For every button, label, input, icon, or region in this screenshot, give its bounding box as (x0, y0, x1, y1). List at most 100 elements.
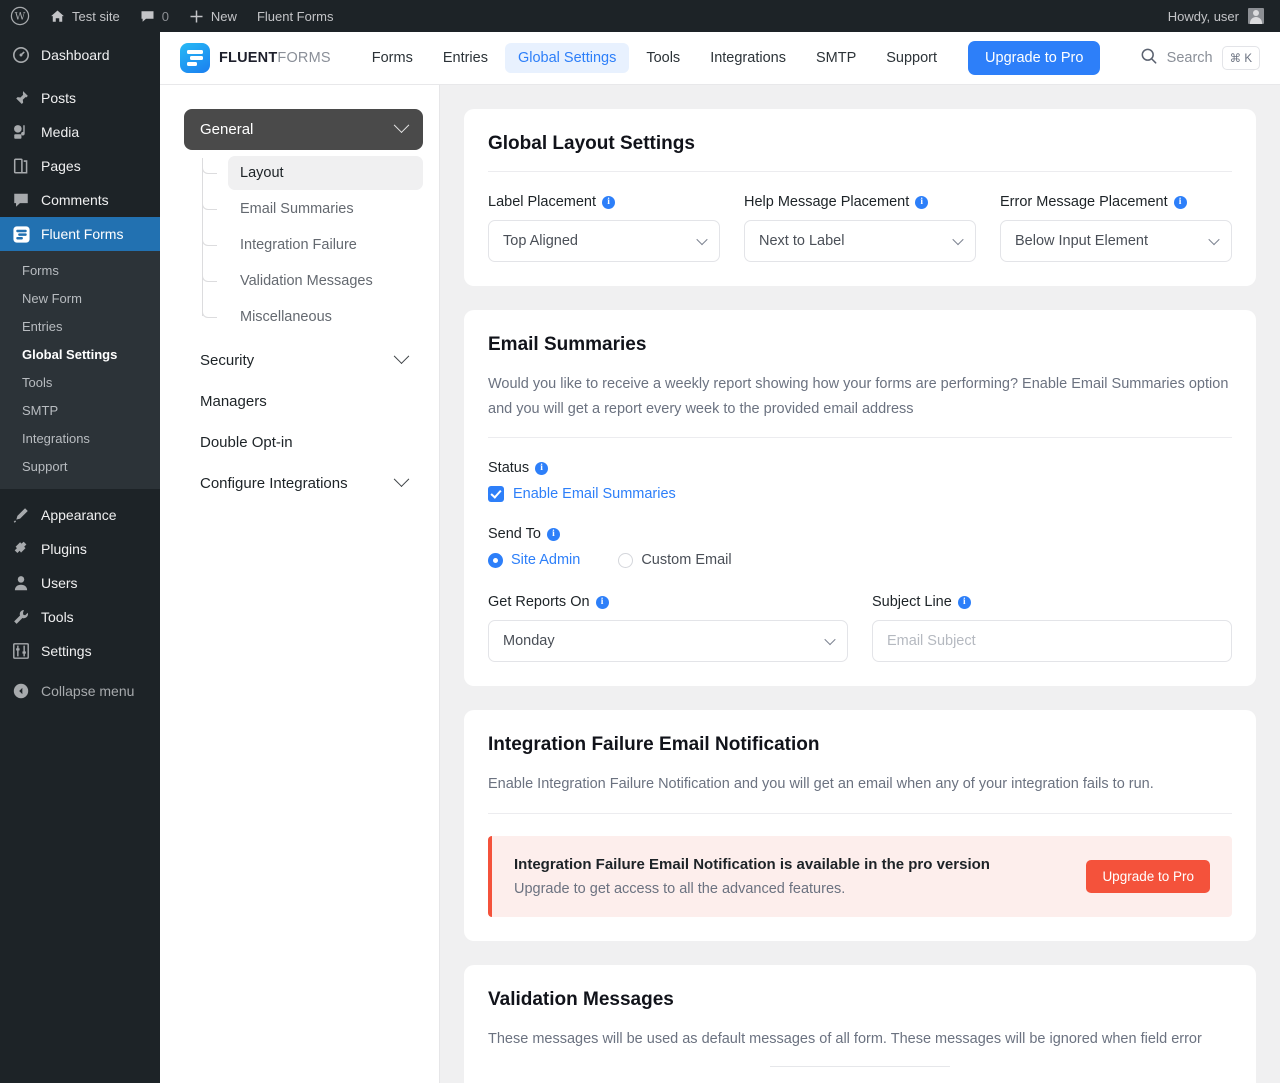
wp-admin-bar: W Test site 0 New Fluent Forms Howdy, us… (0, 0, 1280, 32)
enable-email-summaries-label: Enable Email Summaries (513, 486, 676, 503)
sidebar-item-fluent-forms[interactable]: Fluent Forms (0, 217, 168, 251)
sidebar-item-users[interactable]: Users (0, 566, 160, 600)
site-name-menu[interactable]: Test site (40, 0, 130, 32)
submenu-item-global-settings[interactable]: Global Settings (22, 347, 118, 362)
nav-item-support[interactable]: Support (886, 50, 938, 66)
checkbox-checked-icon[interactable] (488, 486, 504, 503)
sidebar-item-posts[interactable]: Posts (0, 81, 160, 115)
enable-email-summaries-checkbox[interactable]: Enable Email Summaries (488, 486, 1232, 503)
comments-icon (11, 191, 31, 209)
sidebar-item-settings[interactable]: Settings (0, 634, 160, 668)
info-icon[interactable]: i (957, 595, 971, 609)
sidebar-group-managers[interactable]: Managers (184, 381, 423, 422)
comment-icon (140, 9, 155, 24)
sidebar-label-users: Users (41, 575, 78, 591)
submenu-item-support[interactable]: Support (22, 459, 68, 474)
sidebar-item-integration-failure[interactable]: Integration Failure (202, 228, 423, 262)
get-reports-on-value: Monday (503, 633, 555, 650)
nav-item-integrations[interactable]: Integrations (710, 50, 786, 66)
validation-messages-card: Validation Messages These messages will … (464, 964, 1256, 1083)
email-summary-fields-row: Get Reports On i Monday Subject Line i (488, 594, 1232, 663)
send-to-label-row: Send To i (488, 526, 1232, 542)
search-icon[interactable] (1140, 47, 1158, 70)
sidebar-item-miscellaneous[interactable]: Miscellaneous (202, 300, 423, 334)
info-icon[interactable]: i (546, 527, 560, 541)
radio-custom-email-label: Custom Email (641, 552, 732, 569)
settings-icon (11, 642, 31, 660)
my-account-menu[interactable]: Howdy, user (1168, 8, 1280, 24)
submenu-item-tools[interactable]: Tools (22, 375, 53, 390)
chevron-down-icon (824, 634, 836, 646)
validation-messages-field-placeholder (770, 1065, 950, 1076)
sidebar-group-security[interactable]: Security (184, 340, 423, 381)
nav-item-smtp[interactable]: SMTP (815, 50, 857, 66)
send-to-label: Send To (488, 526, 541, 543)
radio-unselected-icon[interactable] (618, 552, 634, 568)
pro-upsell-title: Integration Failure Email Notification i… (514, 855, 990, 873)
nav-item-global-settings[interactable]: Global Settings (504, 43, 630, 73)
subject-line-input[interactable] (872, 620, 1232, 663)
fluent-forms-adminbar-menu[interactable]: Fluent Forms (247, 0, 344, 32)
info-icon[interactable]: i (602, 195, 616, 209)
sidebar-group-configure-integrations-label: Configure Integrations (200, 475, 348, 492)
menu-separator-2 (0, 489, 160, 498)
header-search-area[interactable]: Search ⌘ K (1140, 46, 1260, 70)
sidebar-item-tools[interactable]: Tools (0, 600, 160, 634)
label-placement-select[interactable]: Top Aligned (488, 220, 720, 262)
sidebar-item-pages[interactable]: Pages (0, 149, 160, 183)
sidebar-item-layout[interactable]: Layout (202, 156, 423, 190)
sidebar-label-tools: Tools (41, 609, 74, 625)
collapse-menu-button[interactable]: Collapse menu (0, 674, 160, 708)
new-content-menu[interactable]: New (179, 0, 247, 32)
radio-custom-email[interactable]: Custom Email (618, 552, 732, 569)
chevron-down-icon (393, 348, 410, 365)
sidebar-item-dashboard[interactable]: Dashboard (0, 38, 160, 72)
error-message-placement-select[interactable]: Below Input Element (1000, 220, 1232, 262)
nav-item-entries[interactable]: Entries (442, 50, 488, 66)
sidebar-item-plugins[interactable]: Plugins (0, 532, 160, 566)
sidebar-group-double-opt-in[interactable]: Double Opt-in (184, 422, 423, 463)
comments-bubble[interactable]: 0 (130, 0, 179, 32)
pin-icon (11, 89, 31, 107)
nav-item-tools[interactable]: Tools (646, 50, 681, 66)
collapse-arrow-icon (11, 682, 31, 700)
submenu-item-integrations[interactable]: Integrations (22, 431, 90, 446)
tools-icon (11, 608, 31, 626)
sidebar-item-media[interactable]: Media (0, 115, 160, 149)
comment-count: 0 (161, 8, 169, 24)
submenu-item-smtp[interactable]: SMTP (22, 403, 59, 418)
sidebar-item-email-summaries[interactable]: Email Summaries (202, 192, 423, 226)
radio-site-admin[interactable]: Site Admin (488, 552, 580, 568)
integration-failure-card: Integration Failure Email Notification E… (464, 710, 1256, 941)
submenu-item-entries[interactable]: Entries (22, 319, 63, 334)
logo-light: FORMS (277, 50, 331, 66)
sidebar-item-comments[interactable]: Comments (0, 183, 160, 217)
help-message-placement-select[interactable]: Next to Label (744, 220, 976, 262)
info-icon[interactable]: i (1173, 195, 1187, 209)
sidebar-item-appearance[interactable]: Appearance (0, 498, 160, 532)
info-icon[interactable]: i (595, 595, 609, 609)
wordpress-logo-menu[interactable]: W (0, 0, 40, 32)
upgrade-to-pro-banner-button[interactable]: Upgrade to Pro (1086, 859, 1210, 893)
app-logo[interactable]: FLUENTFORMS (180, 43, 331, 73)
settings-sidebar: General Layout Email Summaries Integrati… (160, 85, 440, 1083)
get-reports-on-select[interactable]: Monday (488, 620, 848, 663)
radio-selected-icon[interactable] (488, 552, 503, 568)
sidebar-group-configure-integrations[interactable]: Configure Integrations (184, 463, 423, 504)
sidebar-item-validation-messages[interactable]: Validation Messages (202, 264, 423, 298)
label-placement-label: Label Placement (488, 194, 597, 210)
get-reports-on-label: Get Reports On (488, 594, 590, 611)
info-icon[interactable]: i (915, 195, 929, 209)
users-icon (11, 574, 31, 592)
sidebar-label-fluent-forms: Fluent Forms (41, 226, 124, 242)
get-reports-on-label-row: Get Reports On i (488, 594, 848, 610)
submenu-item-forms[interactable]: Forms (22, 263, 59, 278)
info-icon[interactable]: i (535, 461, 549, 475)
pro-upsell-banner: Integration Failure Email Notification i… (488, 835, 1232, 917)
sidebar-group-general[interactable]: General (184, 109, 423, 150)
upgrade-to-pro-button[interactable]: Upgrade to Pro (968, 41, 1101, 75)
submenu-item-new-form[interactable]: New Form (22, 291, 82, 306)
nav-item-forms[interactable]: Forms (371, 50, 413, 66)
search-input[interactable]: Search (1166, 50, 1213, 66)
search-shortcut-badge: ⌘ K (1221, 46, 1260, 70)
